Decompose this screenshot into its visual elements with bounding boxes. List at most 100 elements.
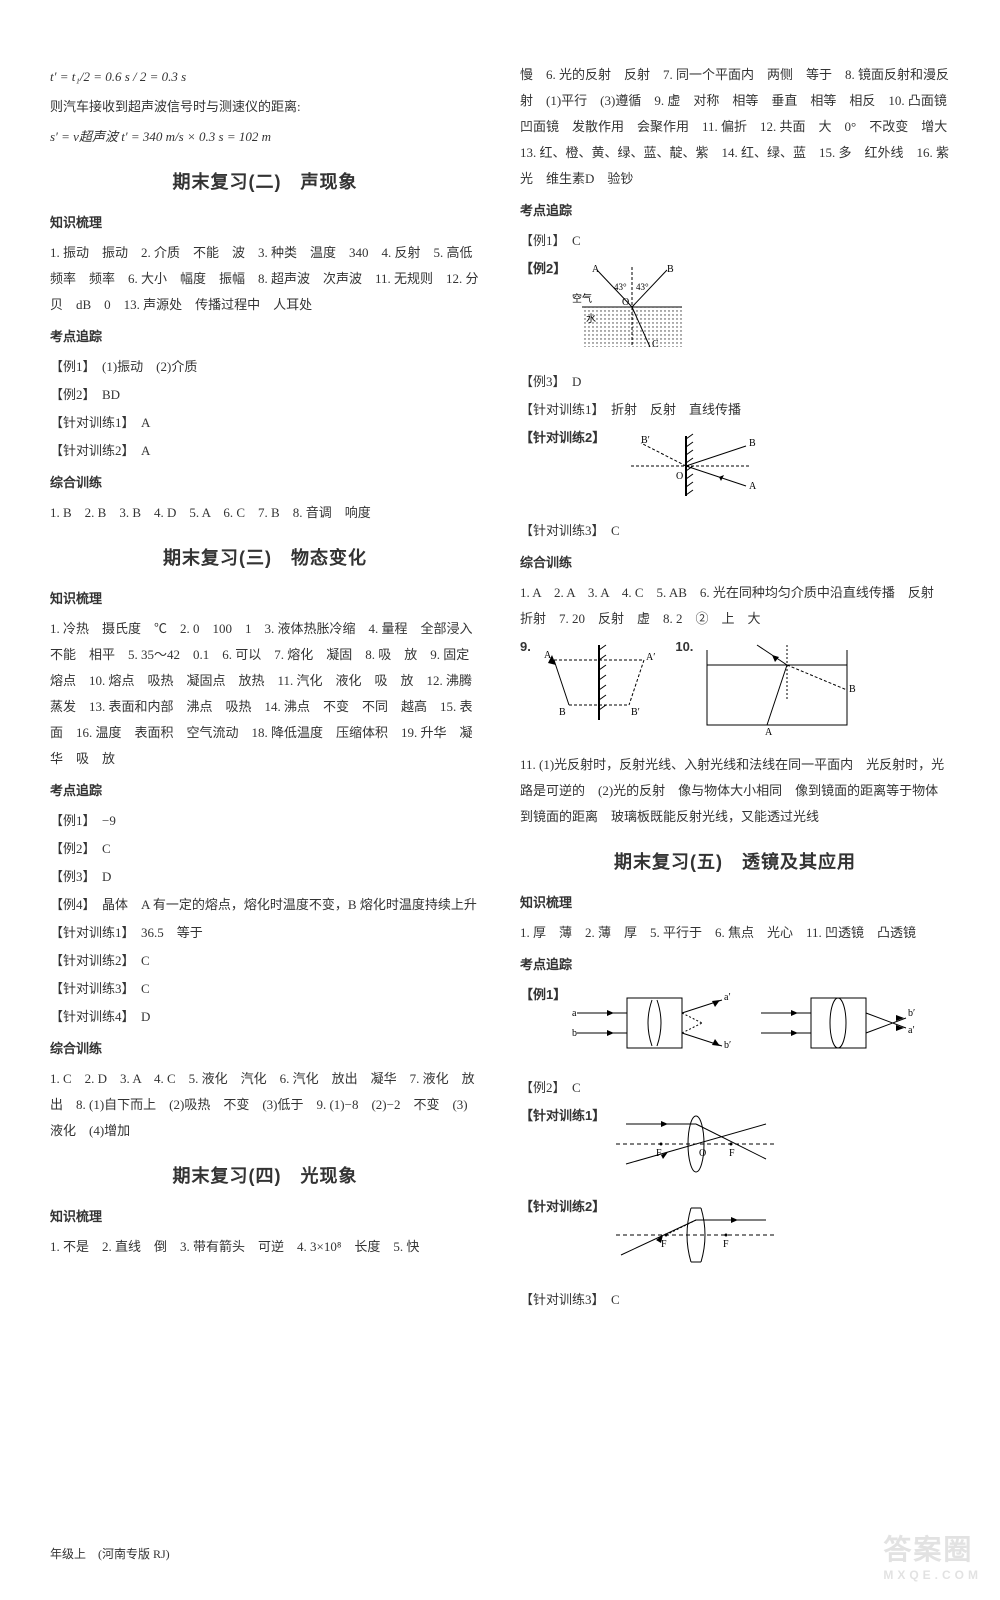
formula-2: s′ = v超声波 t′ = 340 m/s × 0.3 s = 102 m bbox=[50, 124, 480, 150]
svg-text:b: b bbox=[572, 1028, 577, 1039]
sec5-trace-head: 考点追踪 bbox=[520, 952, 950, 978]
svg-text:a′: a′ bbox=[908, 1025, 915, 1036]
svg-text:C: C bbox=[652, 339, 659, 350]
sec3-trace-head: 考点追踪 bbox=[50, 778, 480, 804]
sec2-ex1-text: 【例1】 (1)振动 (2)介质 bbox=[50, 359, 197, 374]
svg-text:A: A bbox=[592, 264, 600, 275]
sec5-tr1-label: 【针对训练1】 bbox=[520, 1103, 605, 1129]
convex-lens-ray-diagram-icon: F O F bbox=[611, 1109, 781, 1188]
mirror-reflection-diagram-icon: B′ B O A bbox=[611, 431, 761, 510]
q11: 11. (1)光反射时，反射光线、入射光线和法线在同一平面内 光反射时，光路是可… bbox=[520, 752, 950, 830]
sec2-comp-head: 综合训练 bbox=[50, 470, 480, 496]
svg-text:O: O bbox=[676, 471, 683, 482]
page-footer: 年级上 (河南专版 RJ) bbox=[50, 1545, 170, 1562]
sec4-tr2-row: 【针对训练2】 bbox=[520, 425, 950, 516]
sec2-ex1: 【例1】 (1)振动 (2)介质 bbox=[50, 354, 480, 380]
svg-text:A: A bbox=[765, 727, 773, 735]
sec3-tr1: 【针对训练1】 36.5 等于 bbox=[50, 920, 480, 946]
refraction-container-diagram-icon: A B bbox=[697, 640, 857, 744]
q9-q10-row: 9. bbox=[520, 634, 950, 750]
svg-text:a: a bbox=[572, 1008, 577, 1019]
right-column: 慢 6. 光的反射 反射 7. 同一个平面内 两侧 等于 8. 镜面反射和漫反射… bbox=[520, 60, 950, 1560]
svg-text:A: A bbox=[749, 481, 757, 492]
convex-lens-diagram-icon: b′ a′ bbox=[756, 988, 926, 1067]
sec5-tr2-row: 【针对训练2】 F F bbox=[520, 1194, 950, 1285]
svg-text:B: B bbox=[667, 264, 674, 275]
sec5-ex2: 【例2】 C bbox=[520, 1075, 950, 1101]
svg-text:B: B bbox=[849, 684, 856, 695]
sec3-ex1: 【例1】 −9 bbox=[50, 808, 480, 834]
sec5-knowledge-head: 知识梳理 bbox=[520, 890, 950, 916]
svg-text:水: 水 bbox=[586, 313, 596, 325]
sec2-knowledge-head: 知识梳理 bbox=[50, 210, 480, 236]
sec3-knowledge: 1. 冷热 摄氏度 ℃ 2. 0 100 1 3. 液体热胀冷缩 4. 量程 全… bbox=[50, 616, 480, 772]
sec2-trace-head: 考点追踪 bbox=[50, 324, 480, 350]
sec5-ex1-row: 【例1】 a b a′ b′ bbox=[520, 982, 950, 1073]
svg-text:F: F bbox=[723, 1239, 729, 1250]
sec3-comp: 1. C 2. D 3. A 4. C 5. 液化 汽化 6. 汽化 放出 凝华… bbox=[50, 1066, 480, 1144]
sec5-tr1-row: 【针对训练1】 F O F bbox=[520, 1103, 950, 1194]
sec4-ex3: 【例3】 D bbox=[520, 369, 950, 395]
sec4-tr3: 【针对训练3】 C bbox=[520, 518, 950, 544]
sec3-knowledge-head: 知识梳理 bbox=[50, 586, 480, 612]
svg-text:A′: A′ bbox=[646, 652, 655, 663]
sec4-tr1: 【针对训练1】 折射 反射 直线传播 bbox=[520, 397, 950, 423]
sec4-comp: 1. A 2. A 3. A 4. C 5. AB 6. 光在同种均匀介质中沿直… bbox=[520, 580, 950, 632]
sec3-ex3: 【例3】 D bbox=[50, 864, 480, 890]
sec3-tr4: 【针对训练4】 D bbox=[50, 1004, 480, 1030]
svg-text:B: B bbox=[749, 438, 756, 449]
content-columns: t′ = t₁/2 = 0.6 s / 2 = 0.3 s 则汽车接收到超声波信… bbox=[50, 60, 950, 1560]
sec3-ex2: 【例2】 C bbox=[50, 836, 480, 862]
svg-text:O: O bbox=[699, 1148, 706, 1159]
sec2-comp: 1. B 2. B 3. B 4. D 5. A 6. C 7. B 8. 音调… bbox=[50, 500, 480, 526]
sec5-tr3: 【针对训练3】 C bbox=[520, 1287, 950, 1313]
sec3-tr2: 【针对训练2】 C bbox=[50, 948, 480, 974]
svg-text:F: F bbox=[656, 1148, 662, 1159]
page: t′ = t₁/2 = 0.6 s / 2 = 0.3 s 则汽车接收到超声波信… bbox=[0, 0, 1000, 1600]
sec5-tr2-label: 【针对训练2】 bbox=[520, 1194, 605, 1220]
svg-text:b′: b′ bbox=[724, 1040, 731, 1051]
sec3-ex4: 【例4】 晶体 A 有一定的熔点，熔化时温度不变，B 熔化时温度持续上升 bbox=[50, 892, 480, 918]
concave-lens-ray-diagram-icon: F F bbox=[611, 1200, 781, 1279]
svg-text:A: A bbox=[544, 650, 552, 661]
svg-text:a′: a′ bbox=[724, 992, 731, 1003]
svg-text:O: O bbox=[622, 297, 629, 308]
section-5-title: 期末复习(五) 透镜及其应用 bbox=[520, 844, 950, 880]
formula-1: t′ = t₁/2 = 0.6 s / 2 = 0.3 s bbox=[50, 64, 480, 90]
refraction-diagram-icon: A B 43° 43° 空气 O 水 C bbox=[572, 262, 692, 361]
sec4-knowledge-head: 知识梳理 bbox=[50, 1204, 480, 1230]
sec4-tr2-label: 【针对训练2】 bbox=[520, 425, 605, 451]
sec4-knowledge: 1. 不是 2. 直线 倒 3. 带有箭头 可逆 4. 3×10⁸ 长度 5. … bbox=[50, 1234, 480, 1260]
svg-text:43°: 43° bbox=[614, 282, 627, 292]
concave-lens-diagram-icon: a b a′ b′ bbox=[572, 988, 742, 1067]
svg-text:F: F bbox=[661, 1239, 667, 1250]
watermark-sub: MXQE.COM bbox=[883, 1568, 982, 1582]
section-3-title: 期末复习(三) 物态变化 bbox=[50, 540, 480, 576]
svg-text:b′: b′ bbox=[908, 1008, 915, 1019]
q9-label: 9. bbox=[520, 634, 531, 660]
svg-text:B′: B′ bbox=[631, 707, 640, 718]
section-2-title: 期末复习(二) 声现象 bbox=[50, 164, 480, 200]
sec3-comp-head: 综合训练 bbox=[50, 1036, 480, 1062]
svg-text:F: F bbox=[729, 1148, 735, 1159]
note-1: 则汽车接收到超声波信号时与测速仪的距离: bbox=[50, 94, 480, 120]
sec2-knowledge: 1. 振动 振动 2. 介质 不能 波 3. 种类 温度 340 4. 反射 5… bbox=[50, 240, 480, 318]
section-4-title: 期末复习(四) 光现象 bbox=[50, 1158, 480, 1194]
svg-text:B′: B′ bbox=[641, 435, 650, 446]
sec5-ex1-label: 【例1】 bbox=[520, 982, 566, 1008]
sec4-ex2-label: 【例2】 bbox=[520, 256, 566, 282]
sec4-comp-head: 综合训练 bbox=[520, 550, 950, 576]
sec3-tr3: 【针对训练3】 C bbox=[50, 976, 480, 1002]
sec4-ex1: 【例1】 C bbox=[520, 228, 950, 254]
left-column: t′ = t₁/2 = 0.6 s / 2 = 0.3 s 则汽车接收到超声波信… bbox=[50, 60, 480, 1560]
watermark-main: 答案圈 bbox=[883, 1528, 982, 1568]
svg-text:B: B bbox=[559, 707, 566, 718]
sec4-knowledge-cont: 慢 6. 光的反射 反射 7. 同一个平面内 两侧 等于 8. 镜面反射和漫反射… bbox=[520, 62, 950, 192]
plane-mirror-image-diagram-icon: A A′ B B′ bbox=[534, 640, 664, 734]
sec2-tr1: 【针对训练1】 A bbox=[50, 410, 480, 436]
sec4-ex2-row: 【例2】 A bbox=[520, 256, 950, 367]
svg-text:空气: 空气 bbox=[572, 292, 592, 305]
q10-label: 10. bbox=[675, 634, 693, 660]
svg-text:43°: 43° bbox=[636, 282, 649, 292]
sec4-trace-head: 考点追踪 bbox=[520, 198, 950, 224]
